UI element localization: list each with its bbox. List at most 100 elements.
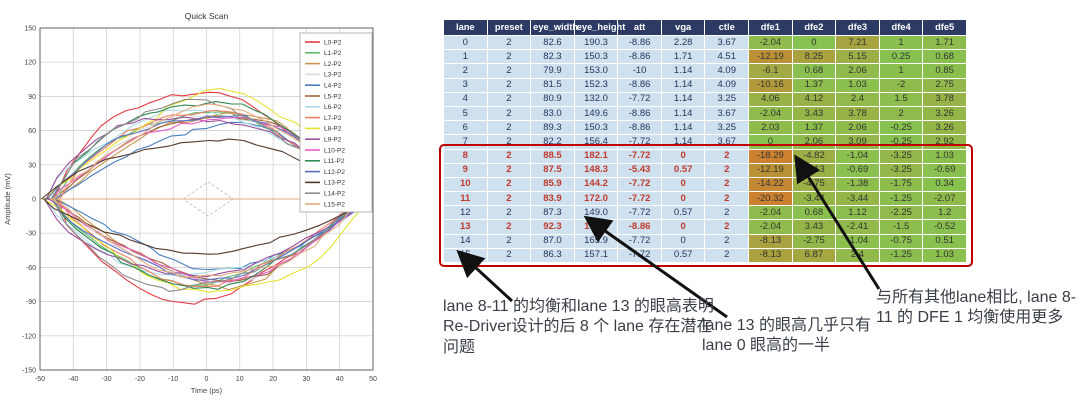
cell-dfe4: 1 [878, 34, 924, 51]
svg-text:30: 30 [28, 162, 36, 169]
cell-dfe1: 0 [748, 134, 793, 150]
cell-att: -10 [617, 63, 662, 79]
svg-text:L11-P2: L11-P2 [324, 158, 345, 165]
svg-text:20: 20 [269, 376, 277, 383]
cell-dfe1: 4.06 [748, 91, 793, 107]
cell-dfe5: 1.03 [922, 148, 967, 164]
cell-eye_width: 88.5 [530, 148, 575, 164]
cell-dfe2: 2.06 [791, 134, 837, 150]
annotation-note-dfe1-usage: 与所有其他lane相比, lane 8-11 的 DFE 1 均衡使用更多 [876, 289, 1077, 327]
cell-dfe3: 3.09 [835, 134, 880, 150]
svg-text:L4-P2: L4-P2 [324, 83, 342, 90]
column-header-eye_height: eye_height [573, 19, 625, 36]
cell-preset: 2 [486, 63, 532, 79]
cell-dfe1: -2.04 [748, 205, 793, 221]
cell-eye_width: 82.3 [530, 49, 575, 65]
cell-eye_height: 149.0 [573, 205, 619, 221]
annotation-note-lane-13-eye-height: lane 13 的眼高几乎只有lane 0 眼高的一半 [702, 317, 871, 355]
svg-text:Amplitude (mV): Amplitude (mV) [3, 173, 12, 225]
cell-att: -7.72 [617, 247, 662, 264]
cell-dfe4: -3.25 [878, 162, 924, 178]
cell-dfe3: -1.04 [835, 233, 880, 249]
svg-text:L1-P2: L1-P2 [324, 50, 342, 57]
cell-eye_height: 148.3 [573, 162, 619, 178]
column-header-dfe3: dfe3 [835, 19, 880, 36]
cell-dfe4: -1.5 [878, 219, 924, 235]
cell-dfe4: -3.25 [878, 148, 924, 164]
cell-lane: 2 [443, 63, 488, 79]
cell-dfe3: 5.15 [835, 49, 880, 65]
cell-lane: 5 [443, 105, 488, 122]
cell-dfe3: 2.4 [835, 247, 880, 264]
cell-dfe2: 4.12 [791, 91, 837, 107]
chart-legend: L0-P2 L1-P2 L2-P2 L3-P2 L4-P2 L5-P2 L6-P2 L7-P2… [299, 32, 373, 213]
svg-text:L6-P2: L6-P2 [324, 104, 342, 111]
cell-dfe1: -6.1 [748, 63, 793, 79]
cell-dfe4: -0.75 [878, 233, 924, 249]
cell-preset: 2 [486, 77, 532, 93]
cell-ctle: 3.25 [704, 91, 750, 107]
svg-text:Quick Scan: Quick Scan [185, 11, 229, 21]
table-row-lane-8: 8 2 88.5 182.1 -7.72 0 2 -18.29 -4.82 -1.04 -3.25 1… [443, 148, 967, 164]
column-header-preset: preset [486, 19, 532, 36]
cell-lane: 13 [443, 219, 488, 235]
cell-preset: 2 [486, 49, 532, 65]
cell-eye_width: 87.0 [530, 233, 575, 249]
cell-dfe4: 1 [878, 63, 924, 79]
cell-eye_width: 86.3 [530, 247, 575, 264]
table-row-lane-5: 5 2 83.0 149.6 -8.86 1.14 3.67 -2.04 3.43 3.78 2 3.… [443, 105, 967, 122]
table-row-lane-0: 0 2 82.6 190.3 -8.86 2.28 3.67 -2.04 0 7.21 1 1.71 [443, 34, 967, 51]
svg-text:50: 50 [369, 376, 377, 383]
svg-text:10: 10 [236, 376, 244, 383]
column-header-dfe2: dfe2 [791, 19, 837, 36]
cell-lane: 12 [443, 205, 488, 221]
cell-ctle: 4.51 [704, 49, 750, 65]
svg-text:90: 90 [28, 94, 36, 101]
cell-att: -7.72 [617, 91, 662, 107]
cell-vga: 0.57 [660, 247, 706, 264]
svg-text:120: 120 [24, 60, 36, 67]
column-header-ctle: ctle [704, 19, 750, 36]
cell-ctle: 4.09 [704, 77, 750, 93]
cell-ctle: 3.67 [704, 34, 750, 51]
cell-preset: 2 [486, 176, 532, 193]
cell-vga: 0.57 [660, 205, 706, 221]
cell-dfe2: 1.37 [791, 77, 837, 93]
cell-dfe3: -1.38 [835, 176, 880, 193]
cell-ctle: 2 [704, 148, 750, 164]
column-header-vga: vga [660, 19, 706, 36]
cell-vga: 1.14 [660, 63, 706, 79]
svg-text:L10-P2: L10-P2 [324, 147, 345, 154]
svg-text:L3-P2: L3-P2 [324, 72, 342, 79]
cell-preset: 2 [486, 247, 532, 264]
cell-lane: 6 [443, 120, 488, 136]
cell-lane: 4 [443, 91, 488, 107]
annotation-note-lanes-8-11: lane 8-11 的均衡和lane 13 的眼高表明Re-Driver设计的后… [443, 298, 714, 356]
cell-eye_width: 82.2 [530, 134, 575, 150]
cell-eye_width: 82.6 [530, 34, 575, 51]
svg-text:-30: -30 [102, 376, 112, 383]
cell-att: -8.86 [617, 120, 662, 136]
cell-dfe2: 1.37 [791, 120, 837, 136]
svg-text:L0-P2: L0-P2 [324, 39, 342, 46]
cell-vga: 1.71 [660, 49, 706, 65]
cell-att: -8.86 [617, 49, 662, 65]
cell-lane: 0 [443, 34, 488, 51]
cell-eye_height: 157.1 [573, 247, 619, 264]
eye-diagram-chart: -50 -40 -30 -20 -10 0 10 20 30 40 50 -150 -120 -90 -60… [3, 11, 377, 395]
cell-eye_height: 149.6 [573, 105, 619, 122]
cell-dfe5: 2.75 [922, 77, 967, 93]
cell-att: -8.86 [617, 34, 662, 51]
table-row-lane-11: 11 2 83.9 172.0 -7.72 0 2 -20.32 -3.44 -3.44 -1.25… [443, 191, 967, 207]
cell-ctle: 2 [704, 191, 750, 207]
table-row-lane-12: 12 2 87.3 149.0 -7.72 0.57 2 -2.04 0.68 1.12 -2.25… [443, 205, 967, 221]
cell-dfe4: -1.25 [878, 191, 924, 207]
cell-dfe5: 0.34 [922, 176, 967, 193]
svg-text:0: 0 [205, 376, 209, 383]
svg-text:0: 0 [32, 197, 36, 204]
cell-preset: 2 [486, 162, 532, 178]
table-row-lane-6: 6 2 89.3 150.3 -8.86 1.14 3.25 2.03 1.37 2.06 -0.2… [443, 120, 967, 136]
svg-text:L13-P2: L13-P2 [324, 180, 345, 187]
cell-vga: 1.14 [660, 105, 706, 122]
